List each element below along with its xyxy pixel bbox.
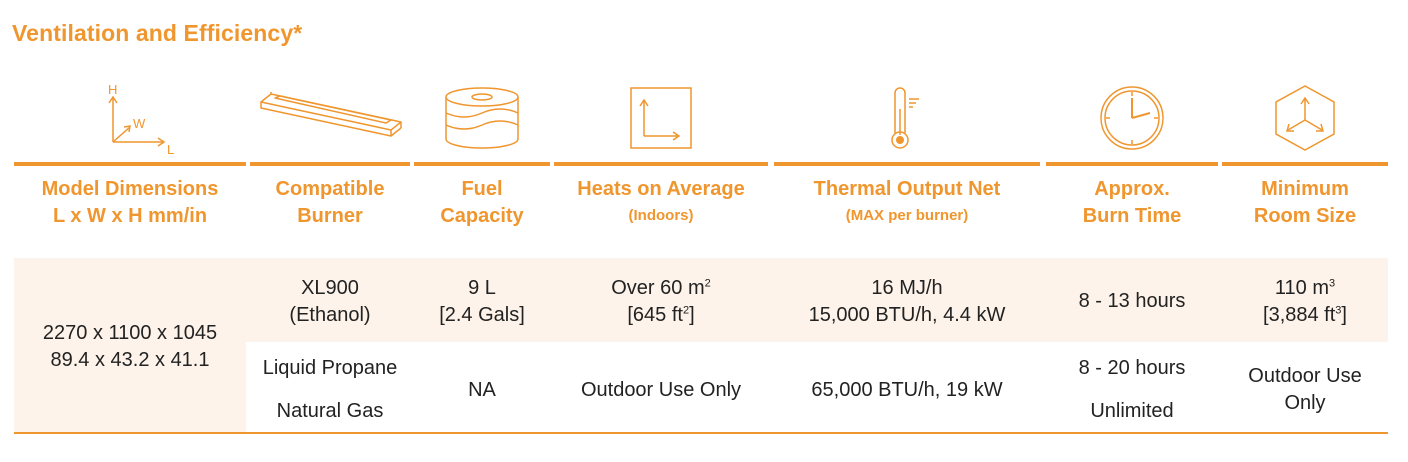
fuel-capacity-cell: 9 L [2.4 Gals] — [439, 277, 525, 326]
dimensions-cell-band — [14, 342, 246, 432]
burn-time-propane-cell: 8 - 20 hours — [1078, 357, 1186, 379]
burner-icon — [250, 78, 410, 158]
clock-icon — [1046, 78, 1218, 158]
column-divider — [1046, 162, 1218, 166]
burner-ethanol-cell: XL900 (Ethanol) — [289, 277, 371, 326]
room-size-gas-cell: Outdoor Use Only — [1248, 365, 1362, 414]
burner-propane-cell: Liquid Propane — [262, 357, 398, 379]
thermal-output-gas-cell: 65,000 BTU/h, 19 kW — [811, 379, 1003, 401]
room-size-ethanol-cell: 110 m3 [3,884 ft3] — [1263, 277, 1347, 326]
burner-natural-gas-cell: Natural Gas — [276, 400, 384, 422]
header-burn-time: Approx. Burn Time — [1082, 178, 1182, 227]
header-room-size: Minimum Room Size — [1253, 178, 1357, 227]
column-divider — [414, 162, 550, 166]
svg-text:H: H — [108, 82, 117, 97]
header-fuel-capacity: Fuel Capacity — [440, 178, 524, 227]
table-bottom-rule — [14, 432, 1388, 434]
ethanol-row-band — [14, 258, 1388, 342]
svg-text:W: W — [133, 116, 146, 131]
header-heats-on-average: Heats on Average (Indoors) — [577, 178, 745, 224]
fuel-capacity-gas-cell: NA — [468, 379, 496, 401]
column-divider — [1222, 162, 1388, 166]
burn-time-natural-cell: Unlimited — [1090, 400, 1174, 422]
column-divider — [554, 162, 768, 166]
page-title: Ventilation and Efficiency* — [12, 20, 303, 46]
dimensions-cell: 2270 x 1100 x 1045 89.4 x 43.2 x 41.1 — [42, 322, 218, 371]
column-divider — [14, 162, 246, 166]
header-model-dimensions: Model Dimensions L x W x H mm/in — [41, 178, 219, 227]
heats-gas-cell: Outdoor Use Only — [580, 379, 742, 401]
header-compatible-burner: Compatible Burner — [275, 178, 385, 227]
burn-time-ethanol-cell: 8 - 13 hours — [1078, 290, 1186, 312]
heats-area-cell: Over 60 m2 [645 ft2] — [611, 277, 711, 326]
axes-hwl-icon: H W L — [14, 78, 246, 158]
column-divider — [774, 162, 1040, 166]
thermal-output-cell: 16 MJ/h 15,000 BTU/h, 4.4 kW — [808, 277, 1006, 326]
header-thermal-output: Thermal Output Net (MAX per burner) — [813, 178, 1001, 224]
thermometer-icon — [774, 78, 1040, 158]
room-cube-icon — [1222, 78, 1388, 158]
column-divider — [250, 162, 410, 166]
floor-area-icon — [554, 78, 768, 158]
fuel-drum-icon — [414, 78, 550, 158]
svg-text:L: L — [167, 142, 174, 156]
